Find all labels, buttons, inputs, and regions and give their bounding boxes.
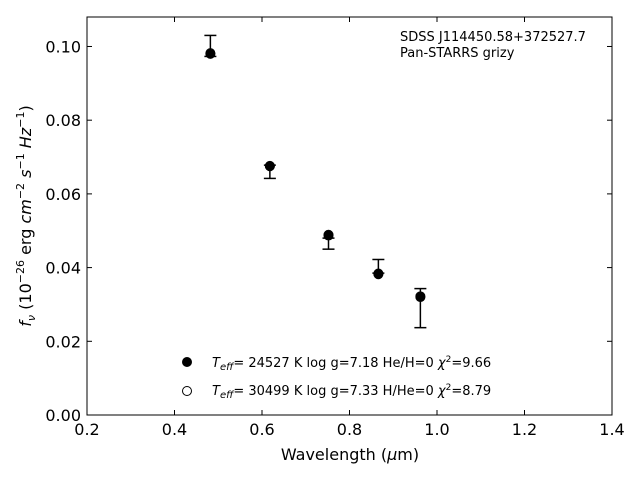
legend-entry-2: Teff= 30499 K log g=7.33 H/He=0 χ2=8.79 [212,383,491,401]
y-axis-ticks: 0.00 0.02 0.04 0.06 0.08 0.10 [45,37,612,425]
annotation-line-2: Pan-STARRS grizy [400,46,515,61]
model-point-filled [264,161,275,172]
x-tick-label: 0.4 [162,420,187,439]
legend-marker-open [182,386,192,396]
model-points [205,48,426,303]
observed-error-bars [204,34,427,329]
x-tick-label: 0.6 [249,420,274,439]
annotation-line-1: SDSS J114450.58+372527.7 [400,30,586,45]
x-tick-label: 0.8 [337,420,362,439]
y-tick-label: 0.02 [45,332,81,351]
y-axis-label: fν (10−26 erg cm−2 s−1 Hz−1) [14,105,38,326]
x-tick-label: 0.2 [74,420,99,439]
legend: Teff= 24527 K log g=7.18 He/H=0 χ2=9.66 … [182,355,491,401]
x-tick-label: 1.0 [424,420,449,439]
y-tick-label: 0.06 [45,185,81,204]
legend-marker-filled [182,357,192,367]
model-point-filled [205,48,216,59]
x-axis-label: Wavelength (μm) [281,445,419,464]
y-tick-label: 0.08 [45,111,81,130]
legend-entry-1: Teff= 24527 K log g=7.18 He/H=0 χ2=9.66 [212,355,491,373]
model-point-filled [323,230,334,241]
x-axis-ticks: 0.2 0.4 0.6 0.8 1.0 1.2 1.4 [74,17,625,439]
model-point-filled [415,292,426,303]
x-tick-label: 1.4 [599,420,624,439]
model-point-filled [373,269,384,280]
y-tick-label: 0.00 [45,406,81,425]
y-tick-label: 0.10 [45,37,81,56]
x-tick-label: 1.2 [512,420,537,439]
y-tick-label: 0.04 [45,259,81,278]
